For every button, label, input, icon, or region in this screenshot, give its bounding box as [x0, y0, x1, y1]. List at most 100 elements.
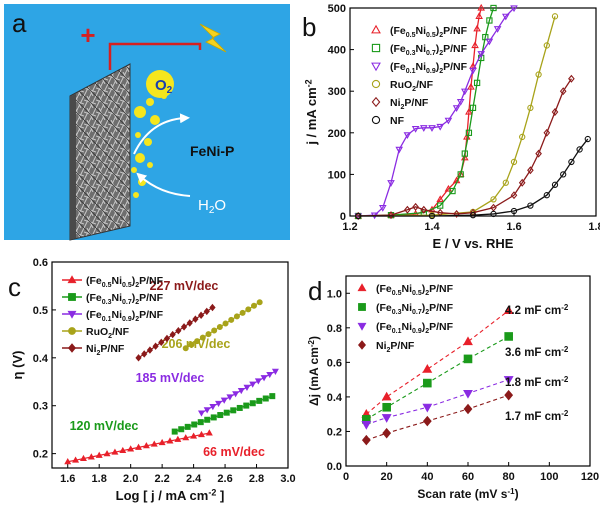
data-point	[250, 302, 257, 309]
plot-frame-c	[51, 261, 289, 469]
lightning-bolt-icon	[199, 23, 227, 53]
panel-c-tafel-chart: 1.6 1.8 2.0 2.2 2.4 2.6 2.8 3.0 0.2 0.3 0.4 0.5 0.6 L…	[8, 257, 296, 503]
data-point	[190, 432, 198, 439]
data-point	[382, 427, 392, 439]
x-tick-label: 0	[343, 471, 349, 483]
data-point	[211, 327, 218, 334]
data-point	[387, 211, 395, 220]
data-point	[381, 391, 392, 401]
y-axis-label: η (V)	[10, 351, 25, 380]
data-point	[198, 311, 205, 319]
data-point	[568, 158, 575, 166]
data-point	[543, 192, 550, 199]
data-point	[404, 205, 411, 214]
cdl-label: 3.6 mF cm-2	[505, 345, 569, 359]
data-point	[504, 332, 513, 341]
y-tick-label: 0.2	[33, 449, 48, 461]
data-point	[266, 371, 274, 379]
legend-marker	[68, 293, 76, 301]
data-point	[182, 345, 189, 352]
tafel-slope-label: 185 mV/dec	[136, 371, 205, 385]
data-point	[568, 74, 575, 83]
data-point	[355, 212, 362, 220]
o2-bubble	[146, 70, 174, 98]
data-point	[191, 421, 198, 428]
data-point	[493, 26, 502, 33]
data-point	[490, 196, 497, 203]
data-point	[182, 434, 190, 441]
data-point	[381, 414, 392, 423]
x-tick-label: 2.2	[154, 473, 169, 485]
data-point	[469, 67, 477, 75]
x-tick-label: 1.8	[92, 473, 107, 485]
y-tick-label: 0.3	[33, 401, 48, 413]
legend-entry: (Fe0.1Ni0.9)2P/NF	[376, 321, 454, 335]
data-point	[223, 409, 230, 416]
legend-entry: Ni2P/NF	[376, 340, 415, 354]
data-point	[382, 402, 391, 412]
data-point	[469, 104, 477, 111]
data-point	[378, 205, 387, 212]
svg-text:+: +	[80, 20, 95, 50]
data-point	[535, 149, 542, 158]
panel-a-schematic: + O2 FeNi-P H2O a	[4, 4, 290, 241]
data-point	[518, 178, 526, 187]
data-point	[243, 384, 251, 391]
data-point	[239, 309, 246, 316]
data-point	[171, 428, 178, 435]
data-point	[142, 442, 150, 449]
data-point	[543, 128, 551, 137]
legend-marker	[371, 96, 381, 108]
data-point	[460, 153, 469, 161]
x-tick-label: 20	[381, 471, 393, 483]
data-point	[412, 202, 419, 211]
legend-marker	[371, 43, 381, 53]
data-point	[457, 171, 464, 178]
legend-marker	[357, 322, 367, 331]
x-tick-label: 1.2	[342, 221, 357, 233]
x-tick-label: 60	[462, 471, 474, 483]
y-tick-label: 0.4	[33, 353, 49, 365]
data-point	[423, 378, 432, 388]
data-point	[175, 327, 182, 335]
data-point	[436, 123, 445, 131]
legend-marker	[357, 283, 367, 292]
data-point	[103, 450, 111, 457]
y-tick-label: 100	[328, 169, 346, 181]
legend-entry: (Fe0.5Ni0.5)2P/NF	[390, 25, 468, 39]
data-point	[79, 454, 87, 462]
catalyst-label: FeNi-P	[190, 143, 234, 159]
data-point	[463, 354, 473, 364]
data-point	[510, 207, 518, 215]
y-tick-label: 0.0	[327, 461, 342, 473]
data-point	[210, 414, 217, 421]
data-point	[158, 338, 165, 347]
y-tick-label: 0.4	[327, 392, 343, 404]
data-point	[527, 202, 534, 209]
data-point	[473, 79, 481, 87]
legend-entry: (Fe0.5Ni0.5)2P/NF	[376, 283, 454, 297]
series-line	[358, 16, 556, 217]
y-tick-label: 0.6	[33, 257, 48, 269]
tafel-slope-label: 66 mV/dec	[203, 445, 265, 459]
data-point	[551, 181, 559, 188]
x-tick-label: 2.4	[186, 473, 202, 485]
data-point	[141, 350, 148, 358]
data-point	[422, 403, 433, 413]
data-point	[163, 334, 171, 343]
data-point	[465, 107, 473, 115]
data-point	[361, 434, 371, 446]
data-point	[203, 407, 211, 414]
data-point	[501, 13, 510, 21]
y-tick-label: 0.5	[33, 305, 48, 317]
y-tick-label: 0.2	[327, 426, 342, 438]
legend-marker	[358, 340, 366, 350]
data-point	[460, 88, 469, 96]
data-point	[262, 395, 269, 402]
y-tick-label: 0.6	[327, 357, 342, 369]
data-point	[473, 24, 481, 32]
series-line	[358, 78, 572, 217]
data-point	[217, 412, 224, 419]
x-tick-label: 3.0	[280, 473, 295, 485]
